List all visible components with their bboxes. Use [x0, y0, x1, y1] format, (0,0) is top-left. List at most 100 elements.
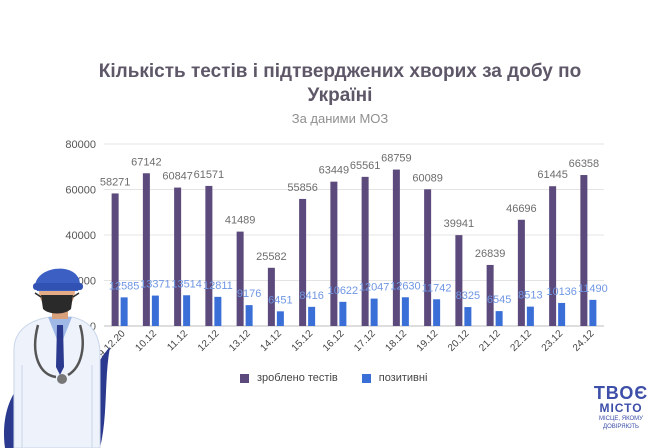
data-label-positive: 6451: [268, 294, 292, 306]
y-tick-label: 60000: [65, 185, 96, 197]
data-label-tests: 68759: [381, 153, 412, 165]
bar-positive: [433, 299, 441, 326]
data-label-tests: 66358: [569, 158, 600, 170]
bar-positive: [276, 311, 284, 326]
data-label-positive: 13514: [171, 278, 202, 290]
x-tick-label: 14.12: [259, 328, 285, 354]
bar-positive: [245, 305, 253, 326]
bar-positive: [370, 298, 378, 326]
x-tick-label: 20.12: [446, 328, 472, 354]
logo-tagline: МІСЦЕ, ЯКОМУ ДОВІРЯЮТЬ: [598, 416, 643, 430]
bar-positive: [308, 306, 316, 326]
data-labels: 58271 12585 67142 13371 60847 13514 61571 12811…: [100, 153, 608, 307]
x-tick-label: 11.12: [165, 328, 190, 353]
data-label-tests: 58271: [100, 176, 131, 188]
legend-item-positive: позитивні: [361, 372, 428, 384]
doctor-tie: [56, 325, 64, 375]
data-label-positive: 12047: [359, 282, 390, 294]
doctor-mask: [41, 295, 73, 314]
bar-tests: [267, 267, 275, 326]
bar-positive: [495, 311, 503, 326]
x-tick-label: 13.12: [227, 328, 253, 354]
legend: зроблено тестів позитивні: [240, 372, 427, 384]
bar-positive: [151, 295, 159, 326]
x-tick-label: 23.12: [540, 328, 566, 354]
data-label-positive: 9176: [237, 288, 261, 300]
bar-positive: [589, 299, 597, 326]
data-label-positive: 10136: [546, 286, 577, 298]
y-tick-label: 40000: [65, 230, 96, 242]
bar-positive: [464, 307, 472, 326]
bars: [111, 169, 597, 326]
data-label-tests: 41489: [225, 215, 256, 227]
doctor-cap-band: [33, 283, 83, 290]
logo-text-line1: ТВОЄ: [593, 383, 649, 403]
bar-tests: [517, 219, 525, 326]
data-label-positive: 6545: [487, 294, 511, 306]
data-label-tests: 60847: [162, 171, 193, 183]
data-label-positive: 12811: [203, 280, 233, 292]
bar-tests: [549, 186, 557, 326]
data-label-positive: 12585: [109, 280, 140, 292]
data-label-tests: 63449: [319, 165, 350, 177]
tvoe-misto-logo: ТВОЄ МІСТО МІСЦЕ, ЯКОМУ ДОВІРЯЮТЬ: [582, 384, 660, 431]
bar-positive: [183, 295, 191, 326]
x-tick-label: 16.12: [321, 328, 347, 354]
bar-tests: [142, 173, 150, 326]
bar-tests: [455, 235, 463, 326]
legend-swatch-tests: [240, 373, 249, 383]
data-label-positive: 8513: [518, 290, 542, 302]
data-label-positive: 8416: [299, 290, 323, 302]
data-label-positive: 13371: [140, 279, 171, 291]
bar-tests: [174, 187, 182, 326]
x-tick-label: 21.12: [477, 328, 503, 354]
bar-tests: [236, 231, 244, 326]
data-label-tests: 55856: [287, 182, 318, 194]
legend-label-positive: позитивні: [378, 372, 428, 384]
data-label-tests: 39941: [444, 218, 475, 230]
data-label-tests: 26839: [475, 248, 506, 260]
bar-tests: [580, 175, 588, 326]
bar-tests: [392, 169, 400, 326]
data-label-positive: 11490: [578, 283, 608, 295]
bar-tests: [424, 189, 432, 326]
x-tick-label: 12.12: [196, 328, 222, 354]
bar-positive: [558, 302, 566, 326]
bar-positive: [526, 306, 534, 326]
x-tick-label: 19.12: [415, 328, 441, 354]
y-tick-label: 80000: [65, 139, 96, 151]
legend-swatch-positive: [361, 373, 371, 383]
bar-tests: [361, 176, 369, 326]
stethoscope-chestpiece: [57, 374, 67, 384]
data-label-tests: 46696: [506, 203, 537, 215]
x-tick-label: 18.12: [384, 328, 410, 354]
bar-tests: [299, 198, 307, 326]
legend-label-tests: зроблено тестів: [257, 372, 338, 384]
bar-positive: [120, 297, 128, 326]
bar-tests: [205, 185, 213, 326]
bar-tests: [111, 193, 119, 326]
data-label-tests: 60089: [412, 172, 443, 184]
data-label-positive: 8325: [456, 290, 480, 302]
data-label-tests: 65561: [350, 160, 381, 172]
y-tick-label: 0: [90, 321, 96, 333]
x-tick-label: 17.12: [352, 328, 378, 354]
x-tick-label: 10.12: [134, 328, 160, 354]
bar-positive: [339, 301, 347, 326]
data-label-positive: 10622: [328, 285, 359, 297]
legend-item-tests: зроблено тестів: [240, 372, 338, 384]
data-label-tests: 61445: [537, 169, 568, 181]
x-tick-label: 24.12: [571, 328, 597, 354]
bar-positive: [214, 296, 222, 326]
chart-title: Кількість тестів і підтверджених хворих …: [98, 61, 582, 106]
stethoscope-icon: [33, 324, 57, 379]
data-label-tests: 67142: [131, 156, 162, 168]
chart-subtitle: За даними МОЗ: [291, 111, 389, 126]
doctor-illustration: [4, 268, 110, 448]
bar-positive: [401, 297, 409, 326]
logo-text-line2: МІСТО: [599, 401, 643, 415]
bar-tests: [486, 264, 494, 326]
x-tick-label: 15.12: [290, 328, 316, 354]
x-tick-label: 22.12: [509, 328, 535, 354]
